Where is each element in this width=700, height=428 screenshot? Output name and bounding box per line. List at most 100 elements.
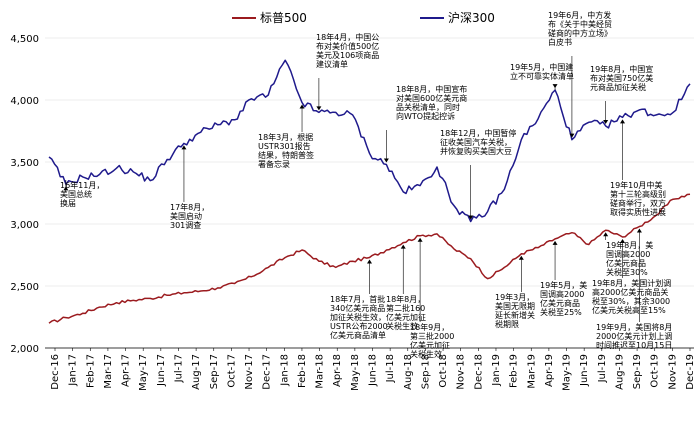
annotation: 18年12月，中国暂停征收美国汽车关税，并恢复购买美国大豆 <box>440 128 516 220</box>
annotation-arrowhead <box>417 237 423 242</box>
y-tick-label: 4,500 <box>10 34 39 45</box>
annotation: 19年9月，美国将8月 2000亿美元计划上调时间推迟至10月15日 <box>596 228 672 350</box>
x-tick-label: Oct-17 <box>226 354 237 388</box>
x-tick-label: Apr-17 <box>121 354 132 387</box>
annotation: 18年8月，第二批160 亿美元加征关税生效 <box>386 244 426 331</box>
annotation-text: 18年3月，根据 USTR301报告结果，特朗普签署备忘录 <box>258 132 314 169</box>
legend-label: 沪深300 <box>448 11 495 25</box>
x-tick-label: Jun-19 <box>579 354 590 387</box>
annotation: 19年8月，美国计划调高2000亿美元商品关税至30%，其余3000 亿美元关税高… <box>592 239 671 315</box>
annotation-arrowhead <box>367 259 372 264</box>
annotation: 19年8月，中国宣布对美国750亿美元商品加征关税 <box>590 64 653 125</box>
x-tick-label: Jul-17 <box>173 354 184 383</box>
y-tick-label: 3,500 <box>10 158 39 169</box>
annotation: 18年4月，中国公布对美价值500亿美元及106项商品建议清单 <box>316 32 379 111</box>
annotation-text: 19年5月，中国建立不可靠实体清单 <box>510 62 574 81</box>
annotation-arrowhead <box>620 239 626 244</box>
annotation-text: 18年12月，中国暂停征收美国汽车关税，并恢复购买美国大豆 <box>440 128 516 156</box>
y-axis: 2,000 2,500 3,000 3,500 4,000 4,500 <box>10 34 39 355</box>
x-tick-label: Aug-18 <box>403 354 414 390</box>
x-tick-label: Dec-16 <box>50 354 61 390</box>
x-tick-label: Oct-18 <box>438 354 449 388</box>
annotation: 19年8月，美国调高2000 亿美元商品关税至30% <box>603 232 653 277</box>
annotation-text: 19年3月，美国无限期延长新增关税期限 <box>495 292 535 329</box>
x-tick-label: Dec-18 <box>473 354 484 390</box>
annotation: 18年8月，中国宣布对美国600亿美元商品关税清单，同时向WTO提起控诉 <box>383 84 467 163</box>
y-tick-label: 4,000 <box>10 96 39 107</box>
x-tick-label: Jan-19 <box>491 354 502 387</box>
annotation-arrowhead <box>603 120 609 125</box>
annotation-arrowhead <box>620 119 626 124</box>
annotation-arrowhead <box>316 106 322 111</box>
y-tick-label: 2,000 <box>10 344 39 355</box>
annotation-arrowhead <box>181 145 187 150</box>
x-tick-label: Nov-18 <box>456 354 467 390</box>
x-tick-label: May-19 <box>562 354 573 391</box>
annotation-text: 19年6月，中方发布《关于中美经贸磋商的中方立场》白皮书 <box>548 10 612 47</box>
x-tick-label: Mar-17 <box>103 354 114 389</box>
x-tick-label: Jun-17 <box>156 354 167 387</box>
x-tick-label: Apr-18 <box>332 354 343 387</box>
annotation-arrowhead <box>299 104 305 109</box>
annotation-arrowhead <box>383 158 389 163</box>
annotation: 16年11月，美国总统换届 <box>60 180 104 208</box>
annotation-text: 19年8月，美国计划调高2000亿美元商品关税至30%，其余3000 亿美元关税高… <box>592 278 671 315</box>
x-tick-label: Feb-19 <box>509 354 520 388</box>
x-tick-label: Aug-19 <box>614 354 625 390</box>
x-tick-label: Feb-17 <box>85 354 96 388</box>
annotation-text: 19年10月中美第十三轮高级别磋商举行，双方取得实质性进展 <box>610 180 666 217</box>
annotation: 19年3月，美国无限期延长新增关税期限 <box>495 255 535 329</box>
legend-label: 标普500 <box>260 11 307 25</box>
x-tick-label: Jul-18 <box>385 354 396 383</box>
x-tick-label: Mar-18 <box>315 354 326 389</box>
annotation: 18年7月，首批 340亿美元商品加征关税生效， USTR公布2000 亿美元商品清单 <box>330 259 388 340</box>
annotation-text: 19年9月，美国将8月 2000亿美元计划上调时间推迟至10月15日 <box>596 322 672 350</box>
annotation-arrowhead <box>468 215 474 220</box>
x-tick-label: Jan-17 <box>68 354 79 387</box>
x-tick-label: May-17 <box>138 354 149 391</box>
annotation-text: 18年7月，首批 340亿美元商品加征关税生效， USTR公布2000 亿美元商品清单 <box>330 294 388 340</box>
x-tick-label: May-18 <box>350 354 361 391</box>
annotation-text: 19年8月，中国宣布对美国750亿美元商品加征关税 <box>590 64 653 92</box>
x-tick-label: Jan-18 <box>279 354 290 387</box>
annotation: 18年9月，第三批2000 亿美元加征关税生效 <box>410 237 454 359</box>
annotation-arrowhead <box>63 186 69 191</box>
annotation: 19年5月，美国调高2000 亿美元商品关税至25% <box>540 240 587 317</box>
annotation: 17年8月，美国启动 301调查 <box>170 145 209 230</box>
x-tick-label: Nov-19 <box>667 354 678 390</box>
x-tick-label: Dec-17 <box>262 354 273 390</box>
annotation-arrowhead <box>518 255 524 260</box>
annotation-arrowhead <box>552 84 558 89</box>
annotation-arrowhead <box>400 244 406 249</box>
annotation-text: 18年4月，中国公布对美价值500亿美元及106项商品建议清单 <box>316 32 379 69</box>
x-tick-label: Jun-18 <box>368 354 379 387</box>
annotation-arrowhead <box>569 133 575 138</box>
x-tick-label: Sep-17 <box>209 354 220 389</box>
annotation-text: 19年5月，美国调高2000 亿美元商品关税至25% <box>540 280 587 317</box>
annotation: 19年10月中美第十三轮高级别磋商举行，双方取得实质性进展 <box>610 119 666 217</box>
annotation-arrowhead <box>603 232 609 237</box>
annotation-text: 18年8月，中国宣布对美国600亿美元商品关税清单，同时向WTO提起控诉 <box>396 84 467 121</box>
legend: 标普500 沪深300 <box>232 11 495 25</box>
annotation-arrowhead <box>552 240 558 245</box>
x-axis: Dec-16 Jan-17 Feb-17 Mar-17 Apr-17 May-17 Jun-… <box>45 347 696 391</box>
x-tick-label: Mar-19 <box>526 354 537 389</box>
x-tick-label: Sep-19 <box>632 354 643 389</box>
x-tick-label: Aug-17 <box>191 354 202 390</box>
series-lines <box>48 59 691 324</box>
annotation-arrowhead <box>636 228 642 233</box>
annotation-text: 18年8月，第二批160 亿美元加征关税生效 <box>386 294 426 331</box>
x-tick-label: Feb-18 <box>297 354 308 388</box>
x-tick-label: Nov-17 <box>244 354 255 390</box>
x-tick-label: Jul-19 <box>597 354 608 383</box>
annotation: 19年6月，中方发布《关于中美经贸磋商的中方立场》白皮书 <box>548 10 612 138</box>
x-tick-label: Sep-18 <box>420 354 431 389</box>
annotation-text: 16年11月，美国总统换届 <box>60 180 104 208</box>
annotation-text: 19年8月，美国调高2000 亿美元商品关税至30% <box>606 240 653 277</box>
x-tick-label: Dec-19 <box>685 354 696 390</box>
annotations: 16年11月，美国总统换届 17年8月，美国启动 301调查 18年3月，根据 USTR… <box>60 10 672 359</box>
series-line-sp500 <box>48 193 691 324</box>
y-tick-label: 3,000 <box>10 220 39 231</box>
series-line-csi300 <box>48 59 691 223</box>
